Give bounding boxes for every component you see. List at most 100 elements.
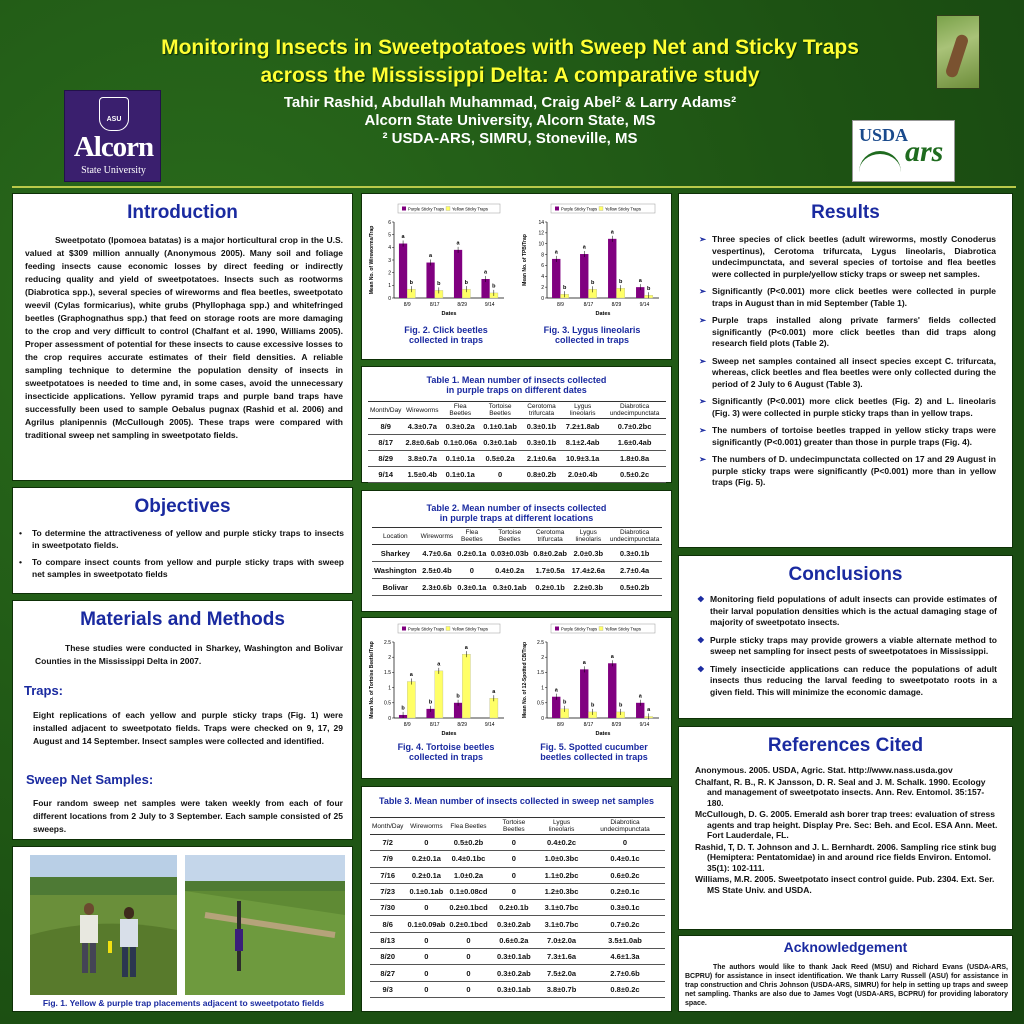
table-row: 7/2 0 0.5±0.2b 0 0.4±0.2c 0 bbox=[370, 834, 665, 852]
introduction-text: Sweetpotato (Ipomoea batatas) is a major… bbox=[25, 235, 343, 440]
significance-label: a bbox=[484, 270, 488, 276]
x-tick-label: 8/29 bbox=[612, 722, 622, 728]
y-axis-label: Mean No. of 12-Spotted CB/Trap bbox=[522, 642, 528, 718]
legend-label-purple: Purple Sticky Traps bbox=[561, 207, 597, 212]
significance-label: b bbox=[456, 693, 460, 699]
fig2-fig3-panel: Purple Sticky Traps Yellow Sticky Traps 0 1… bbox=[361, 193, 672, 360]
y-tick-label: 14 bbox=[538, 220, 544, 226]
table-cell: 9/3 bbox=[370, 981, 406, 998]
trap-photo-left bbox=[30, 855, 177, 995]
fig3-caption: Fig. 3. Lygus lineolaris collected in tra… bbox=[543, 325, 641, 345]
table-cell: 7/2 bbox=[370, 834, 406, 852]
legend-label-purple: Purple Sticky Traps bbox=[408, 207, 444, 212]
table-cell: 0.2±0.1bcd bbox=[447, 915, 490, 933]
y-tick-label: 4 bbox=[541, 274, 544, 280]
significance-label: b bbox=[429, 700, 433, 706]
usda-ars-logo: USDA ars bbox=[852, 120, 955, 182]
fig2-caption: Fig. 2. Click beetles collected in traps bbox=[404, 325, 488, 345]
fig4-chart: Purple Sticky Traps Yellow Sticky Traps 0 0… bbox=[369, 623, 504, 737]
methods-intro: These studies were conducted in Sharkey,… bbox=[35, 643, 343, 666]
acknowledgement-title: Acknowledgement bbox=[783, 939, 908, 955]
results-title: Results bbox=[811, 202, 880, 223]
table-cell: 0.8±0.2c bbox=[585, 981, 665, 998]
significance-label: a bbox=[611, 654, 615, 660]
significance-label: b bbox=[619, 279, 623, 285]
table-cell: 7.0±2.0a bbox=[538, 932, 585, 950]
conclusions-panel: Conclusions ❖ Monitoring field population… bbox=[678, 555, 1013, 719]
table-cell: 7/9 bbox=[370, 850, 406, 868]
table-cell: 8/13 bbox=[370, 932, 406, 950]
table-cell: 7/16 bbox=[370, 867, 406, 884]
alcorn-logo-sub: State University bbox=[81, 165, 146, 176]
reference-item: Chalfant, R. B., R. K Jansson, D. R. Sea… bbox=[695, 776, 986, 808]
significance-label: b bbox=[591, 703, 595, 709]
significance-label: b bbox=[563, 700, 567, 706]
table-cell: 0.3±0.1b bbox=[607, 544, 662, 562]
authors-block: Tahir Rashid, Abdullah Muhammad, Craig A… bbox=[150, 94, 870, 148]
x-tick-label: 8/17 bbox=[430, 722, 440, 728]
y-tick-label: 0.5 bbox=[384, 701, 391, 707]
table-header-cell: Wireworms bbox=[418, 527, 456, 545]
x-tick-label: 9/14 bbox=[640, 302, 650, 308]
table-row: 7/16 0.2±0.1a 1.0±0.2a 0 1.1±0.2bc 0.6±0.2c bbox=[370, 867, 665, 884]
table-cell: 0.3±0.1ab bbox=[488, 578, 531, 596]
y-tick-label: 1.5 bbox=[537, 670, 544, 676]
table-cell: 2.2±0.3b bbox=[569, 578, 608, 596]
table-cell: 0.1±0.1ab bbox=[405, 883, 448, 901]
significance-label: a bbox=[457, 241, 461, 247]
significance-label: a bbox=[465, 645, 469, 651]
legend-swatch-purple bbox=[555, 626, 559, 631]
table-cell: 0 bbox=[405, 948, 448, 966]
x-tick-label: 8/9 bbox=[404, 722, 411, 728]
x-axis-label: Dates bbox=[596, 731, 611, 737]
table-cell: 1.1±0.2bc bbox=[538, 867, 585, 884]
table-cell: 0.3±0.2a bbox=[441, 418, 480, 435]
table-cell: 0.03±0.03b bbox=[488, 544, 531, 562]
table-cell: 0 bbox=[489, 883, 539, 901]
fig5-caption: Fig. 5. Spotted cucumber beetles collecte… bbox=[540, 742, 648, 762]
traps-heading: Traps: bbox=[24, 683, 64, 698]
table-header-cell: Tortoise Beetles bbox=[489, 817, 539, 835]
significance-label: a bbox=[429, 253, 433, 259]
table-cell: 0.1±0.1ab bbox=[479, 418, 521, 435]
y-tick-label: 0 bbox=[541, 296, 544, 302]
table-cell: 0 bbox=[479, 466, 521, 483]
table-cell: 4.7±0.6a bbox=[418, 544, 456, 562]
traps-text: Eight replications of each yellow and pu… bbox=[33, 710, 343, 746]
table-cell: 8/6 bbox=[370, 915, 406, 933]
conclusions-item: ❖ Monitoring field populations of adult i… bbox=[697, 594, 997, 627]
significance-label: b bbox=[619, 703, 623, 709]
table-cell: 8/29 bbox=[368, 450, 404, 467]
table-cell: 4.6±1.3a bbox=[585, 948, 665, 966]
table-cell: 0.5±0.2b bbox=[607, 578, 662, 596]
y-tick-label: 1 bbox=[541, 685, 544, 691]
y-tick-label: 1.5 bbox=[384, 670, 391, 676]
reference-item: Rashid, T, D. T. Johnson and J. L. Bernh… bbox=[695, 841, 997, 873]
table-cell: Washington bbox=[372, 561, 419, 579]
table-cell: 8.1±2.4ab bbox=[562, 434, 604, 451]
table-cell: 0 bbox=[447, 981, 490, 998]
table-cell: 0.7±0.2c bbox=[585, 915, 665, 933]
table-cell: 2.8±0.6ab bbox=[403, 434, 442, 451]
table-header-cell: Cerotoma trifurcata bbox=[530, 527, 570, 545]
y-tick-label: 0 bbox=[541, 716, 544, 722]
usda-logo-text: USDA bbox=[859, 125, 909, 145]
reference-item: McCullough, D. G. 2005. Emerald ash bore… bbox=[695, 809, 998, 840]
x-tick-label: 8/9 bbox=[404, 302, 411, 308]
table3: Month/Day Wireworms Flea Beetles Tortoise B… bbox=[370, 817, 665, 998]
chart-bar bbox=[580, 254, 589, 298]
table-cell: 3.5±1.0ab bbox=[585, 932, 665, 950]
table-row: 8/29 3.8±0.7a 0.1±0.1a 0.5±0.2a 2.1±0.6a 10.9… bbox=[368, 450, 666, 467]
x-tick-label: 9/14 bbox=[485, 722, 495, 728]
table-cell: 0 bbox=[447, 964, 490, 982]
table-cell: 1.7±0.5a bbox=[530, 561, 570, 579]
objective-item: • To determine the attractiveness of yell… bbox=[19, 528, 344, 550]
significance-label: a bbox=[639, 693, 643, 699]
chart-bar bbox=[407, 681, 416, 719]
significance-label: a bbox=[583, 660, 587, 666]
x-tick-label: 8/29 bbox=[457, 722, 467, 728]
results-item: ➢ Three species of click beetles (adult w… bbox=[699, 234, 996, 279]
chart-bar bbox=[453, 702, 463, 718]
y-tick-label: 6 bbox=[388, 220, 391, 226]
table-cell: 4.3±0.7a bbox=[403, 418, 442, 435]
